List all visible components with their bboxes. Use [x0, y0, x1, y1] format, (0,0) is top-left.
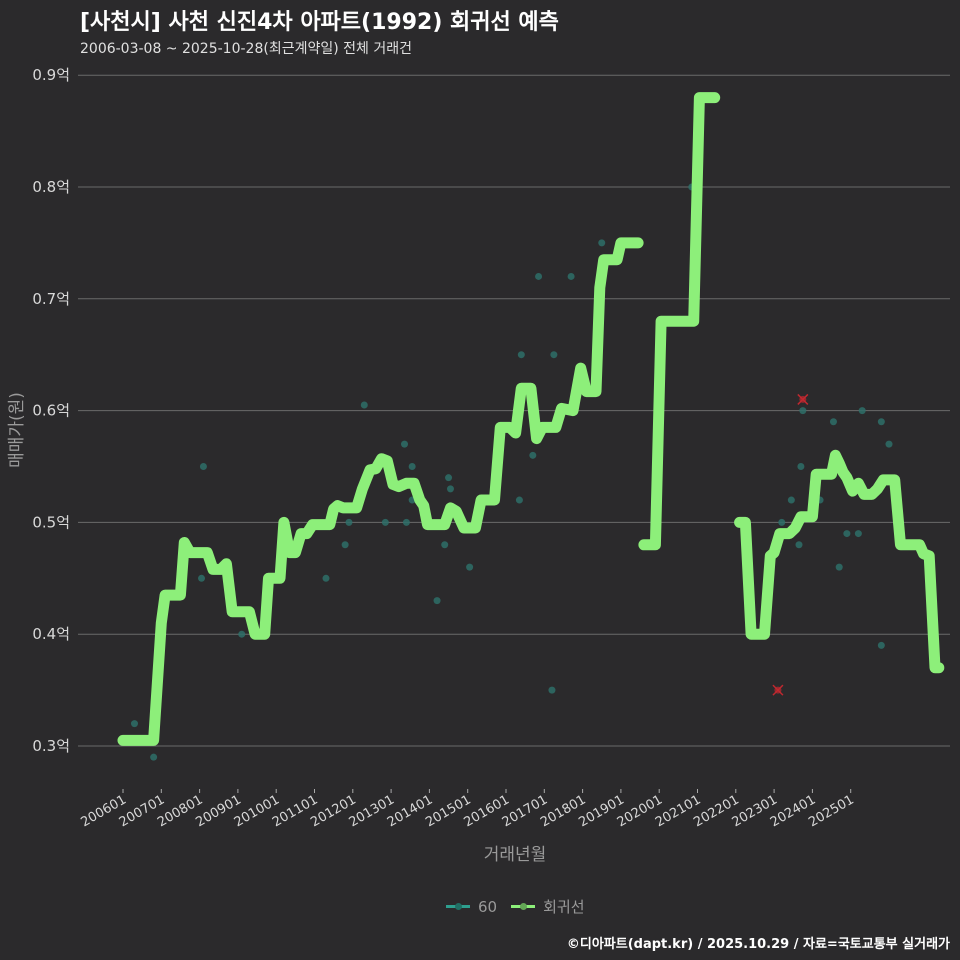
scatter-point — [433, 597, 441, 605]
outlier-x-icon — [797, 393, 809, 405]
scatter-point — [402, 518, 410, 526]
chart-subtitle: 2006-03-08 ~ 2025-10-28(최근계약일) 전체 거래건 — [80, 41, 412, 57]
scatter-point — [515, 496, 523, 504]
scatter-point — [548, 686, 556, 694]
regression-path — [734, 449, 945, 674]
scatter-point — [877, 418, 885, 426]
scatter-point — [446, 485, 454, 493]
scatter-point — [787, 496, 795, 504]
legend-label-regression: 회귀선 — [543, 898, 585, 916]
scatter-point — [198, 574, 206, 582]
scatter-point — [835, 563, 843, 571]
regression-line — [117, 92, 945, 746]
y-tick-label: 0.8억 — [32, 178, 70, 196]
scatter-point — [341, 541, 349, 549]
scatter-point — [345, 518, 353, 526]
legend-item-regression: 회귀선 — [511, 896, 585, 917]
y-tick-label: 0.7억 — [32, 290, 70, 308]
outlier-x-icon — [772, 684, 784, 696]
y-tick-label: 0.6억 — [32, 402, 70, 420]
y-axis-title: 매매가(원) — [7, 392, 27, 468]
scatter-point — [567, 272, 575, 280]
scatter-point — [441, 541, 449, 549]
y-tick-label: 0.4억 — [32, 625, 70, 643]
outlier-markers — [772, 393, 809, 696]
scatter-point — [150, 753, 158, 761]
x-axis-ticks: 2006012007012008012009012010012011012012… — [79, 789, 857, 830]
y-tick-label: 0.9억 — [32, 66, 70, 84]
legend-swatch-regression-icon — [511, 905, 536, 908]
scatter-point — [829, 418, 837, 426]
x-axis-title: 거래년월 — [484, 845, 547, 865]
scatter-point — [535, 272, 543, 280]
legend: 60 회귀선 — [446, 896, 591, 917]
scatter-point — [799, 407, 807, 415]
scatter-points — [130, 183, 893, 761]
scatter-point — [466, 563, 474, 571]
scatter-point — [199, 463, 207, 470]
scatter-point — [858, 407, 866, 415]
scatter-point — [778, 518, 786, 526]
y-tick-label: 0.3억 — [32, 737, 70, 755]
scatter-point — [529, 451, 537, 459]
scatter-point — [598, 239, 606, 247]
scatter-point — [238, 630, 246, 638]
scatter-point — [843, 530, 851, 538]
scatter-point — [401, 440, 409, 448]
legend-item-60: 60 — [446, 898, 497, 916]
chart-title: [사천시] 사천 신진4차 아파트(1992) 회귀선 예측 — [80, 10, 559, 35]
scatter-point — [130, 720, 138, 728]
source-caption: ©디아파트(dapt.kr) / 2025.10.29 / 자료=국토교통부 실… — [566, 937, 950, 952]
scatter-point — [360, 401, 368, 409]
scatter-point — [322, 574, 330, 582]
regression-path — [638, 92, 721, 551]
legend-swatch-60-icon — [446, 905, 470, 908]
scatter-point — [797, 463, 805, 470]
scatter-point — [445, 474, 453, 482]
scatter-point — [795, 541, 803, 549]
y-axis-ticks: 0.3억 0.4억 0.5억 0.6억 0.7억 0.8억 0.9억 — [32, 66, 70, 755]
regression-path — [117, 237, 644, 746]
y-tick-label: 0.5억 — [32, 513, 70, 531]
scatter-point — [517, 351, 525, 359]
legend-label-60: 60 — [478, 897, 498, 916]
scatter-point — [408, 463, 416, 470]
scatter-point — [381, 518, 389, 526]
scatter-point — [550, 351, 558, 359]
scatter-point — [877, 641, 885, 649]
scatter-point — [854, 530, 862, 538]
scatter-point — [885, 440, 893, 448]
